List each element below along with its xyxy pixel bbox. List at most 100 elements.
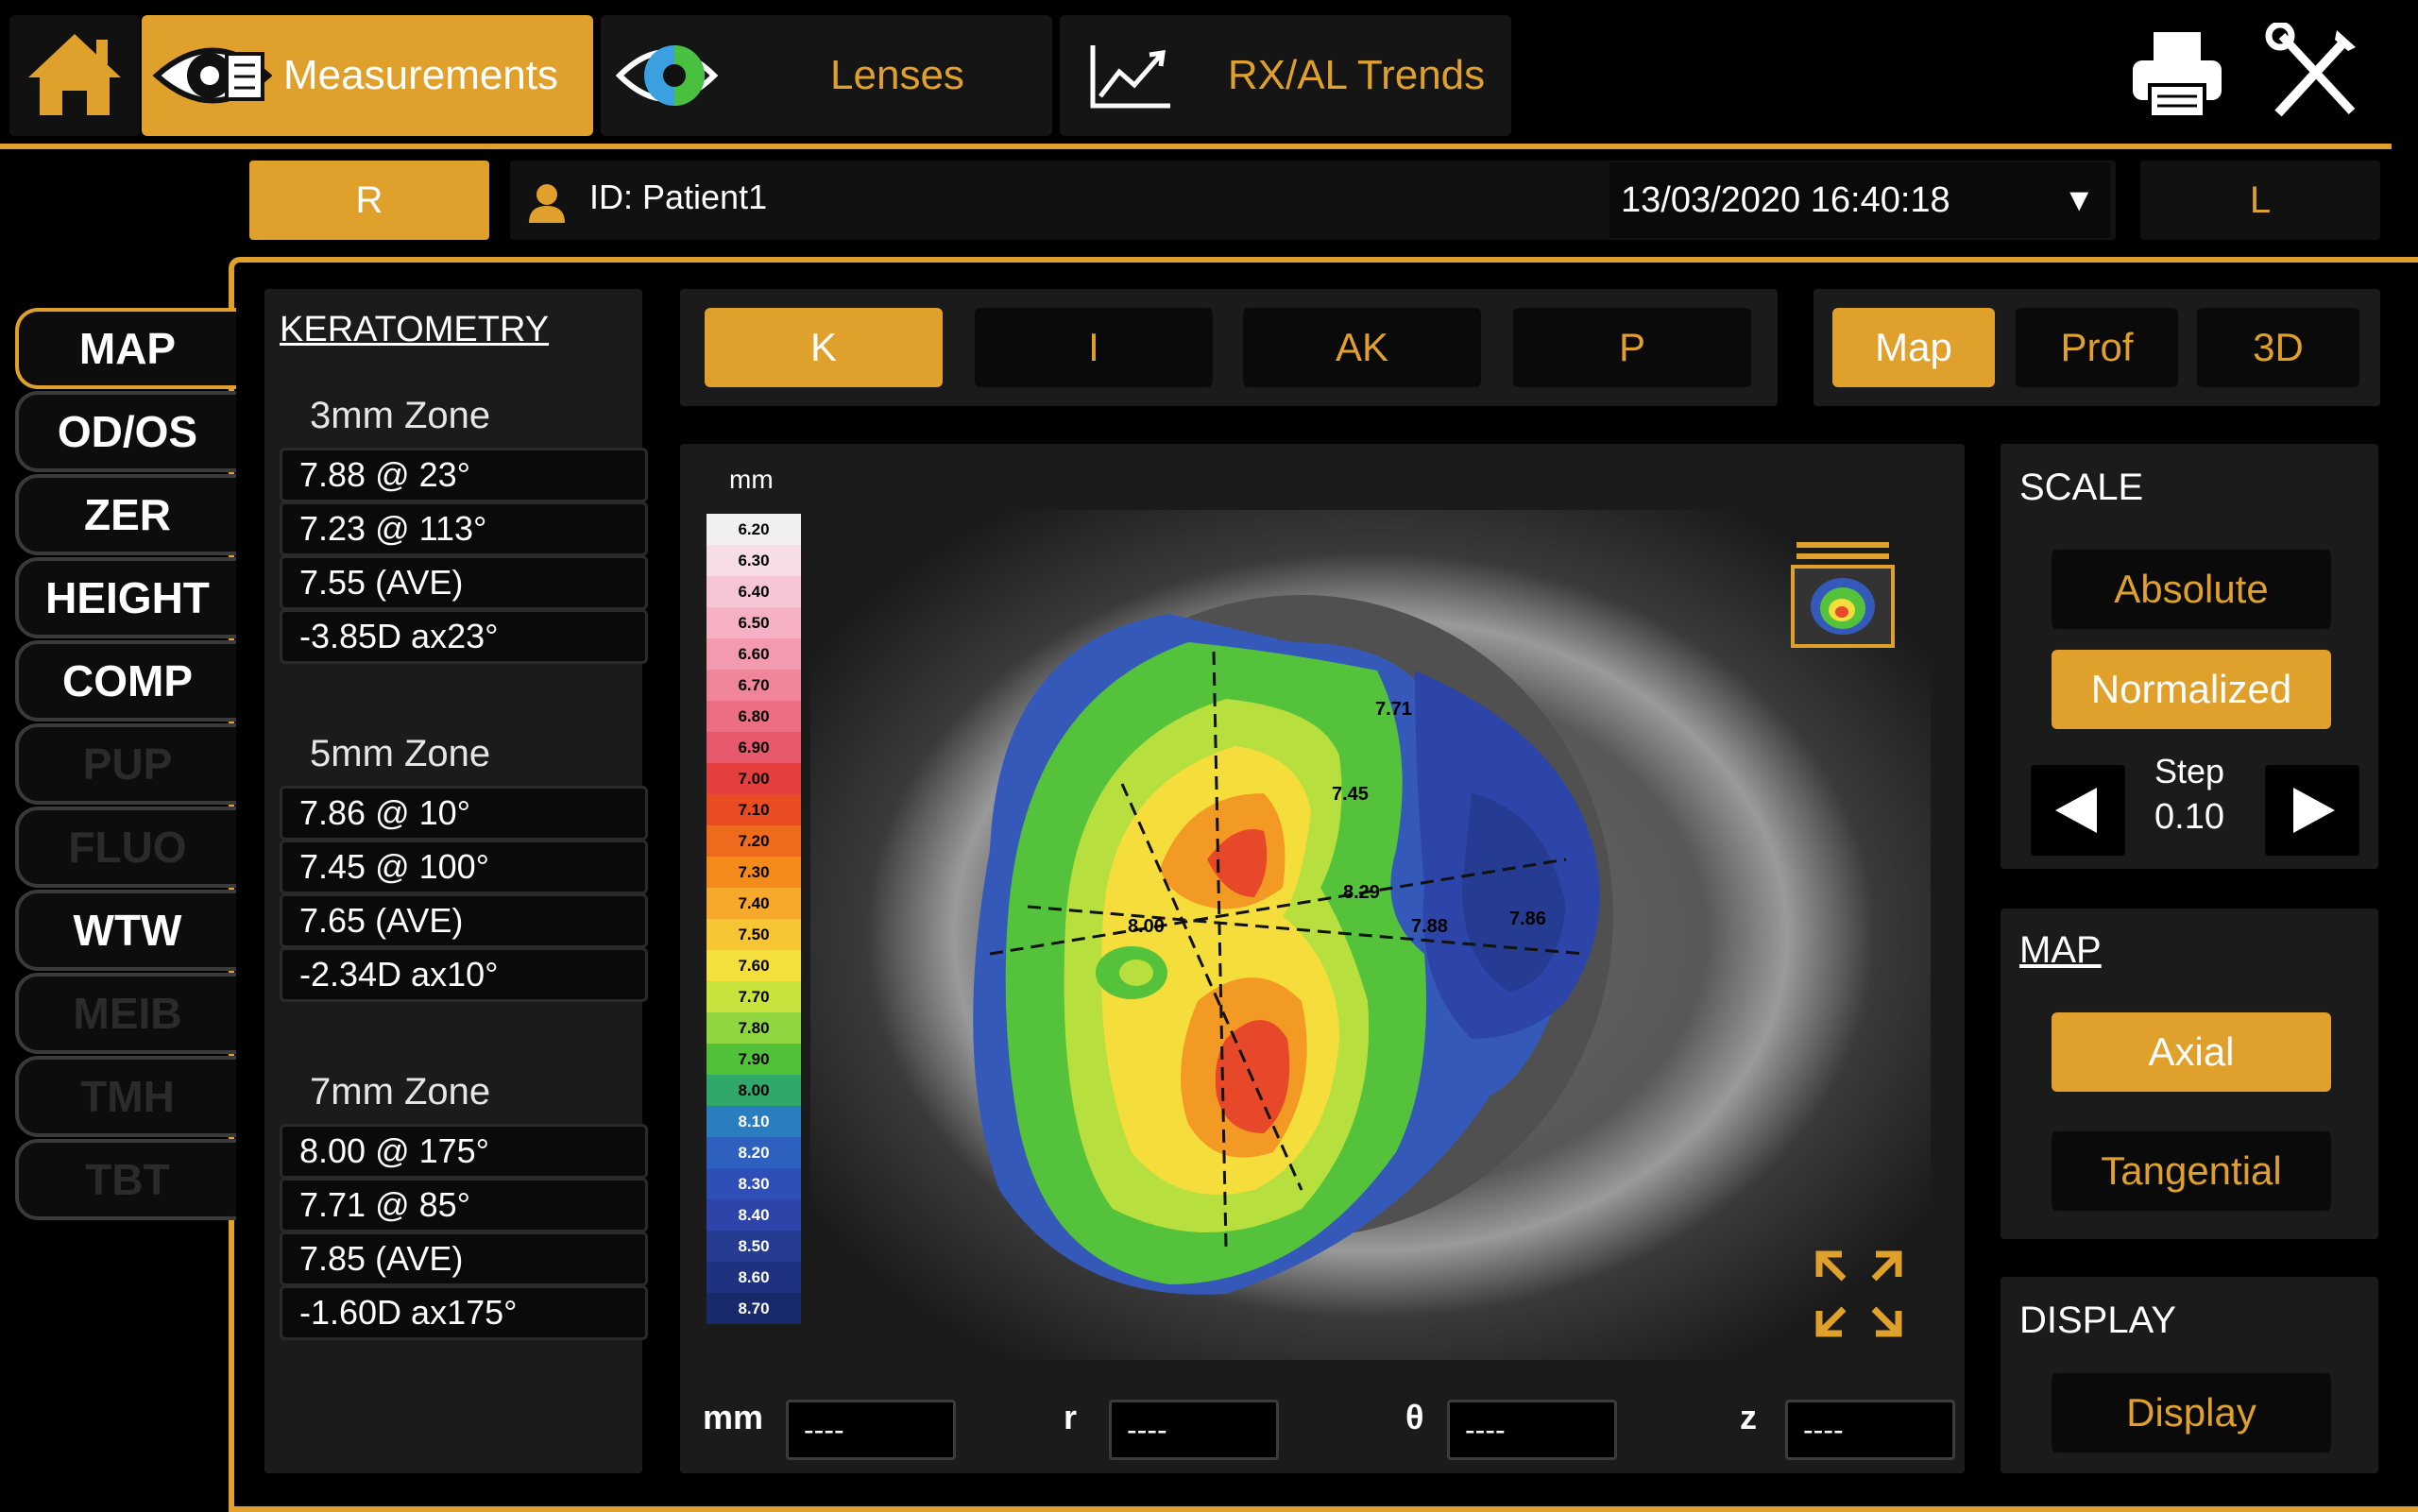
left-eye-label: L [2249,178,2272,221]
sidebar-item-map[interactable]: MAP [15,308,236,389]
color-scale-bar: 6.20 6.30 6.40 6.50 6.60 6.70 6.80 6.90 7.00 7.10… [707,514,801,1352]
sidebar-item-pup[interactable]: PUP [15,723,236,805]
sidebar-item-label: TMH [80,1072,175,1121]
sidebar-item-label: PUP [82,739,173,789]
step-decrease-button[interactable] [2031,765,2125,856]
settings-button[interactable] [2261,21,2365,127]
tab-ak-label: AK [1335,325,1389,369]
tab-lenses[interactable]: Lenses [601,15,1052,136]
trend-chart-icon [1060,15,1201,136]
zone-7mm-k2: 7.71 @ 85° [280,1178,648,1232]
scale-tick: 8.60 [707,1262,801,1293]
coord-z-label: z [1740,1398,1757,1436]
step-increase-button[interactable] [2265,765,2359,856]
tab-i[interactable]: I [975,308,1213,387]
left-eye-button[interactable]: L [2140,161,2380,240]
tab-ak[interactable]: AK [1243,308,1481,387]
home-button[interactable] [9,15,140,136]
sidebar-item-meib[interactable]: MEIB [15,973,236,1054]
scale-tick: 7.50 [707,919,801,950]
tab-k[interactable]: K [705,308,943,387]
scale-tick: 8.20 [707,1137,801,1168]
sidebar-item-label: COMP [62,656,193,705]
scale-tick: 7.30 [707,857,801,888]
tab-3d-view[interactable]: 3D [2197,308,2359,387]
session-date: 13/03/2020 16:40:18 [1621,179,1950,220]
right-eye-label: R [355,178,383,221]
zone-5mm-cyl: -2.34D ax10° [280,947,648,1002]
map-label: 7.88 [1411,916,1448,937]
tab-trends-label: RX/AL Trends [1227,52,1486,98]
scale-tick: 7.10 [707,794,801,825]
patient-id: ID: Patient1 [589,178,768,216]
sidebar-item-od-os[interactable]: OD/OS [15,391,236,472]
scale-tick: 8.70 [707,1293,801,1324]
right-eye-button[interactable]: R [249,161,489,240]
map-panel-title: MAP [2019,929,2102,971]
normalized-scale-button[interactable]: Normalized [2052,650,2331,729]
chevron-down-icon: ▼ [2063,181,2095,218]
map-label: 7.86 [1509,909,1546,929]
tab-measurements-label: Measurements [283,52,559,98]
sidebar-item-comp[interactable]: COMP [15,640,236,722]
map-label: 8.00 [1128,916,1165,937]
tools-icon [2265,21,2356,117]
tab-p[interactable]: P [1513,308,1751,387]
zone-7mm-title: 7mm Zone [310,1071,491,1113]
scale-tick: 6.50 [707,607,801,638]
scale-tick: 7.80 [707,1012,801,1044]
scale-tick: 7.60 [707,950,801,981]
sidebar-item-label: MAP [78,324,177,373]
map-thumbnail-button[interactable] [1787,538,1899,650]
zone-3mm-k2: 7.23 @ 113° [280,501,648,556]
person-icon [525,181,569,225]
scale-tick: 8.50 [707,1231,801,1262]
sidebar-item-height[interactable]: HEIGHT [15,557,236,638]
sidebar-item-tbt[interactable]: TBT [15,1139,236,1220]
home-icon [28,34,121,115]
tab-rx-al-trends[interactable]: RX/AL Trends [1060,15,1511,136]
scale-tick: 8.00 [707,1075,801,1106]
sidebar-item-tmh[interactable]: TMH [15,1056,236,1137]
tab-p-label: P [1618,325,1645,369]
tab-profile-view[interactable]: Prof [2016,308,2178,387]
coord-r-label: r [1064,1398,1078,1436]
zone-7mm-ave: 7.85 (AVE) [280,1232,648,1286]
map-label: 8.29 [1343,882,1380,903]
scale-tick: 7.70 [707,981,801,1012]
session-date-select[interactable]: 13/03/2020 16:40:18 ▼ [1609,162,2110,238]
scale-tick: 6.90 [707,732,801,763]
zone-3mm-title: 3mm Zone [310,395,491,436]
arrow-right-icon [2293,788,2335,833]
normalized-label: Normalized [2090,667,2292,711]
absolute-scale-button[interactable]: Absolute [2052,550,2331,629]
scale-tick: 6.80 [707,701,801,732]
arrow-left-icon [2055,788,2097,833]
corneal-topography-map [810,510,1931,1360]
corneal-map-view[interactable]: 7.71 7.45 8.00 8.29 7.88 7.86 [810,510,1931,1360]
print-button[interactable] [2125,23,2229,127]
tangential-button[interactable]: Tangential [2052,1131,2331,1211]
sidebar-item-fluo[interactable]: FLUO [15,807,236,888]
coord-theta-label: θ [1405,1398,1424,1436]
sidebar-item-label: TBT [85,1155,170,1204]
sidebar-item-label: ZER [84,490,171,539]
tab-map-view[interactable]: Map [1832,308,1995,387]
axial-button[interactable]: Axial [2052,1012,2331,1092]
zone-7mm-k1: 8.00 @ 175° [280,1124,648,1179]
coord-theta-value: ---- [1447,1400,1617,1460]
tab-lenses-label: Lenses [830,52,964,98]
tab-i-label: I [1088,325,1099,369]
scale-tick: 6.40 [707,576,801,607]
scale-title: SCALE [2019,467,2144,508]
sidebar-item-zer[interactable]: ZER [15,474,236,555]
scale-tick: 8.30 [707,1168,801,1199]
scale-tick: 7.20 [707,825,801,857]
zone-5mm-title: 5mm Zone [310,733,491,774]
fullscreen-button[interactable] [1812,1247,1906,1341]
tab-k-label: K [809,325,837,369]
sidebar-item-wtw[interactable]: WTW [15,890,236,971]
zone-7mm-cyl: -1.60D ax175° [280,1285,648,1340]
tab-measurements[interactable]: Measurements [142,15,593,136]
display-button[interactable]: Display [2052,1373,2331,1453]
